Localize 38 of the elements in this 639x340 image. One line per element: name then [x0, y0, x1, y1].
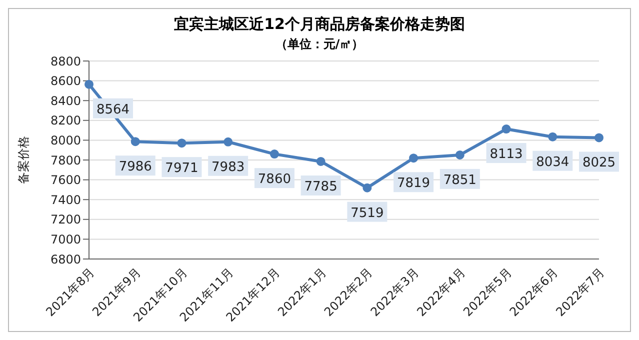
- point: [548, 132, 558, 142]
- point: [455, 150, 464, 160]
- y-tick-label: 8800: [50, 54, 81, 68]
- point: [409, 154, 418, 163]
- point: [502, 124, 511, 134]
- point: [316, 156, 326, 166]
- point: [270, 150, 279, 159]
- data-label: 8034: [536, 154, 570, 170]
- data-label: 7785: [304, 179, 338, 194]
- data-label: 7819: [397, 176, 430, 192]
- y-tick-label: 7200: [50, 212, 81, 227]
- chart-subtitle: （单位：元/㎡）: [274, 36, 365, 53]
- y-tick-label: 7400: [50, 192, 81, 207]
- chart-title: 宜宾主城区近12个月商品房备案价格走势图: [173, 15, 466, 34]
- data-label: 7860: [258, 172, 291, 188]
- point: [130, 137, 140, 146]
- data-label: 7983: [212, 160, 245, 175]
- point: [594, 133, 604, 142]
- point: [84, 80, 94, 89]
- y-tick-label: 8200: [50, 114, 81, 128]
- y-tick-label: 8400: [50, 94, 81, 108]
- y-tick-label: 6800: [50, 252, 81, 266]
- y-tick-label: 7000: [50, 232, 81, 246]
- data-label: 8113: [490, 147, 523, 162]
- data-label: 7971: [165, 161, 198, 176]
- data-label: 7986: [118, 160, 152, 175]
- point: [177, 138, 186, 148]
- point: [224, 137, 233, 146]
- data-label: 7519: [350, 206, 384, 221]
- y-tick-label: 7800: [50, 153, 81, 168]
- y-tick-label: 8000: [50, 133, 81, 148]
- data-label: 8025: [582, 156, 616, 171]
- y-tick-label: 8600: [50, 74, 81, 88]
- data-label: 7851: [443, 172, 476, 188]
- y-tick-label: 7600: [50, 173, 81, 188]
- point: [362, 183, 372, 192]
- y-axis-title: 备案价格: [16, 136, 30, 184]
- data-label: 8564: [96, 102, 130, 118]
